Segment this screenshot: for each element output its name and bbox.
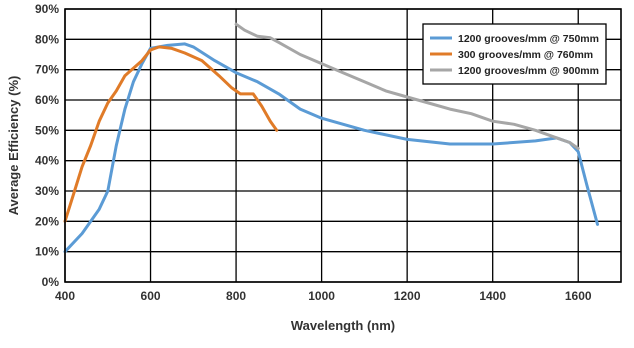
x-tick-label: 1200 [394,289,421,303]
legend-items: 1200 grooves/mm @ 750mm 300 grooves/mm @ … [430,33,599,77]
plot-frame [64,8,622,283]
y-axis-title: Average Efficiency (%) [6,76,21,216]
y-tick-label: 10% [35,245,59,259]
series-line-1 [63,42,599,254]
y-tick-label: 90% [35,2,59,16]
x-tick-label: 800 [226,289,246,303]
series-line-3 [234,22,580,150]
legend-box [422,23,607,85]
y-tick-label: 20% [35,214,59,228]
series-line-2 [63,45,279,223]
y-tick-label: 70% [35,63,59,77]
x-tick-label: 1000 [308,289,335,303]
y-tick-label: 80% [35,32,59,46]
x-axis-title: Wavelength (nm) [291,318,395,333]
legend-label-3: 1200 grooves/mm @ 900mm [458,65,599,77]
x-tick-label: 1400 [479,289,506,303]
x-tick-label: 600 [141,289,161,303]
axes [64,8,622,283]
legend-label-1: 1200 grooves/mm @ 750mm [458,33,599,45]
series-lines [63,22,599,254]
tick-labels: 0% 10% 20% 30% 40% 50% 60% 70% 80% 90% 400 600 800 10… [35,2,592,303]
legend: 1200 grooves/mm @ 750mm 300 grooves/mm @ … [422,23,607,85]
x-tick-label: 400 [55,289,75,303]
legend-label-2: 300 grooves/mm @ 760mm [458,49,593,61]
y-tick-label: 30% [35,184,59,198]
x-tick-label: 1600 [565,289,592,303]
y-tick-label: 50% [35,123,59,137]
y-tick-label: 0% [42,275,60,289]
y-tick-label: 60% [35,93,59,107]
y-tick-label: 40% [35,154,59,168]
